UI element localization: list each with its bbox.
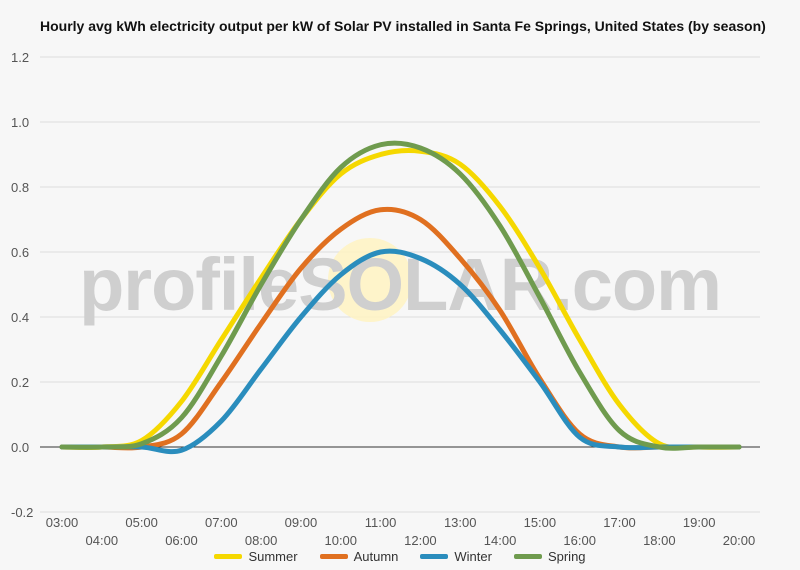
x-tick-label: 06:00 bbox=[165, 533, 198, 548]
x-tick-label: 11:00 bbox=[365, 515, 397, 530]
x-tick-label: 16:00 bbox=[563, 533, 596, 548]
legend-item-summer: Summer bbox=[214, 549, 298, 564]
legend-swatch bbox=[319, 554, 348, 559]
y-tick-label: 0.2 bbox=[11, 375, 29, 390]
y-tick-label: 0.6 bbox=[11, 245, 29, 260]
legend-label: Winter bbox=[454, 549, 492, 564]
x-tick-label: 04:00 bbox=[86, 533, 119, 548]
chart-title: Hourly avg kWh electricity output per kW… bbox=[40, 18, 766, 34]
y-axis: 1.2 1.0 0.8 0.6 0.4 0.2 0.0 -0.2 bbox=[11, 50, 33, 520]
legend: Summer Autumn Winter Spring bbox=[0, 549, 800, 564]
legend-item-autumn: Autumn bbox=[319, 549, 399, 564]
series-line-spring bbox=[59, 140, 742, 451]
watermark-text: profileSOLAR.com bbox=[79, 243, 721, 326]
y-tick-label: -0.2 bbox=[11, 505, 33, 520]
x-tick-label: 12:00 bbox=[404, 533, 437, 548]
x-tick-label: 18:00 bbox=[643, 533, 676, 548]
watermark-sun-icon bbox=[328, 238, 412, 322]
legend-item-winter: Winter bbox=[420, 549, 492, 564]
x-tick-label: 15:00 bbox=[524, 515, 557, 530]
legend-item-spring: Spring bbox=[513, 549, 586, 564]
legend-label: Summer bbox=[248, 549, 298, 564]
x-tick-label: 08:00 bbox=[245, 533, 278, 548]
series-line-summer bbox=[59, 148, 742, 451]
legend-swatch bbox=[513, 554, 542, 559]
x-tick-label: 17:00 bbox=[603, 515, 636, 530]
legend-swatch bbox=[420, 554, 449, 559]
x-tick-label: 13:00 bbox=[444, 515, 477, 530]
x-tick-label: 07:00 bbox=[205, 515, 238, 530]
legend-label: Spring bbox=[547, 549, 586, 564]
x-tick-label: 10:00 bbox=[324, 533, 357, 548]
y-tick-label: 1.0 bbox=[11, 115, 29, 130]
x-tick-label: 19:00 bbox=[683, 515, 716, 530]
legend-swatch bbox=[214, 554, 243, 559]
x-tick-label: 09:00 bbox=[285, 515, 318, 530]
watermark: profileSOLAR.com bbox=[79, 238, 722, 326]
y-tick-label: 0.0 bbox=[11, 440, 29, 455]
x-tick-label: 20:00 bbox=[723, 533, 756, 548]
x-axis: 03:00 04:00 05:00 06:00 07:00 08:00 09:00 10:00… bbox=[46, 515, 756, 548]
x-tick-label: 05:00 bbox=[125, 515, 158, 530]
legend-label: Autumn bbox=[353, 549, 399, 564]
y-tick-label: 1.2 bbox=[11, 50, 29, 65]
x-tick-label: 03:00 bbox=[46, 515, 79, 530]
x-tick-label: 14:00 bbox=[484, 533, 517, 548]
series-line-winter bbox=[59, 248, 742, 455]
y-tick-label: 0.4 bbox=[11, 310, 29, 325]
series-layer bbox=[59, 140, 742, 455]
y-tick-label: 0.8 bbox=[11, 180, 29, 195]
